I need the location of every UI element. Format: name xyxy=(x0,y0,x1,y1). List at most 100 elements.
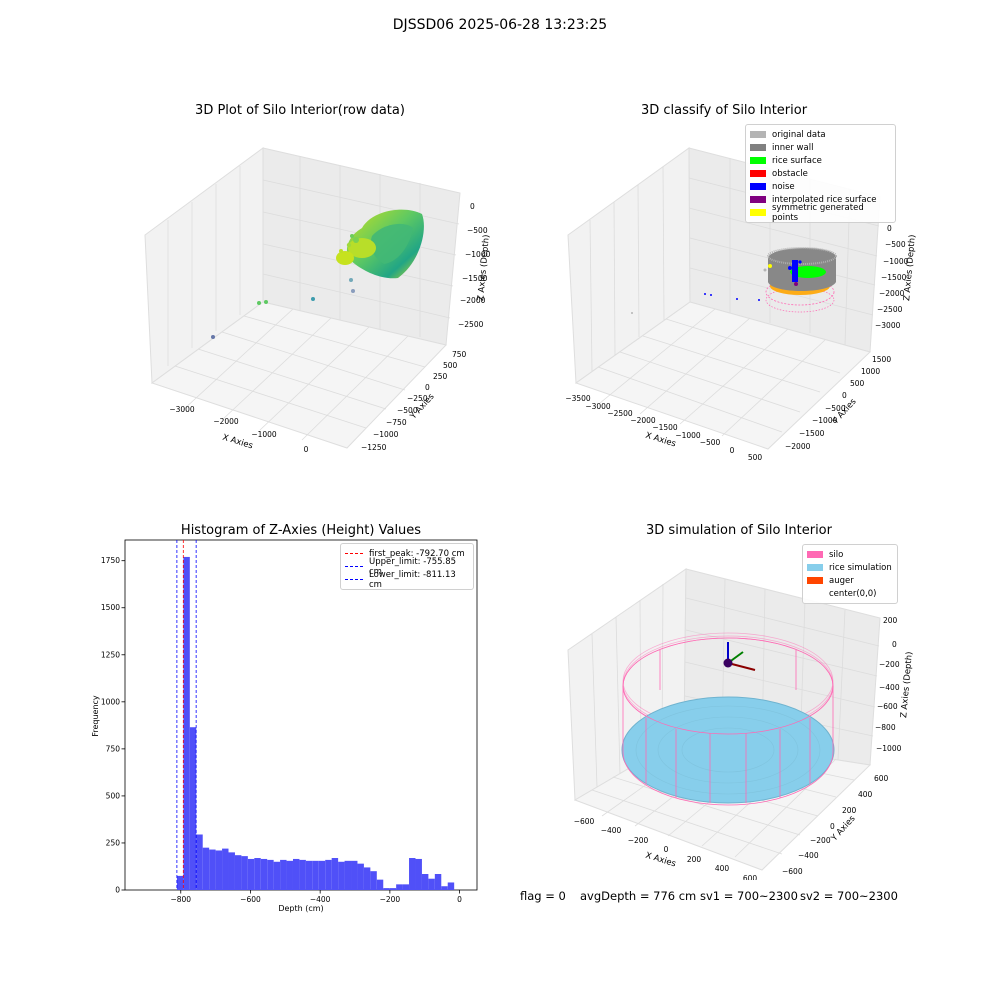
histogram-bar xyxy=(273,861,281,890)
legend-swatch xyxy=(750,144,766,151)
panel2-y-tick: 1500 xyxy=(872,355,891,364)
panel4-x-label: X Axies xyxy=(644,851,677,870)
panel4-title: 3D simulation of Silo Interior xyxy=(646,523,832,538)
histogram-bar xyxy=(357,863,364,890)
histogram-bar xyxy=(441,886,448,890)
legend-item-inner-wall: inner wall xyxy=(750,141,891,154)
panel2-z-tick: 0 xyxy=(887,224,892,233)
legend-swatch xyxy=(750,131,766,138)
panel1-z-tick: −2000 xyxy=(460,296,486,305)
panel4-z-tick: −600 xyxy=(877,702,898,711)
legend-swatch xyxy=(807,590,823,597)
histogram-bar xyxy=(409,858,416,890)
panel1-z-tick: 0 xyxy=(470,202,475,211)
panel2-x-tick: −2500 xyxy=(607,409,633,418)
histogram-bar xyxy=(344,860,352,890)
legend-label: original data xyxy=(772,129,826,140)
histogram-bar xyxy=(389,888,397,890)
panel1-x-label: X Axies xyxy=(221,433,254,452)
y-tick-label: 1250 xyxy=(101,650,120,659)
legend-line xyxy=(345,579,363,580)
panel2-y-tick: −500 xyxy=(825,404,846,413)
panel1-gridlines xyxy=(167,156,460,441)
legend-swatch xyxy=(750,196,766,203)
y-tick-label: 1000 xyxy=(101,697,120,706)
panel2-x-label: X Axies xyxy=(644,431,677,450)
panel1-z-tick: −500 xyxy=(467,226,488,235)
legend-label: Upper_limit: -755.85 cm xyxy=(369,556,457,577)
panel2-y-tick: −1500 xyxy=(799,429,825,438)
panel2-x-tick: −1500 xyxy=(652,423,678,432)
histogram-bar xyxy=(351,860,358,890)
status-flag: flag = 0 xyxy=(520,889,566,903)
panel1-title: 3D Plot of Silo Interior(row data) xyxy=(195,103,405,118)
histogram-bar xyxy=(222,848,229,890)
histogram-y-label: Frequency xyxy=(91,695,100,737)
legend-swatch xyxy=(807,577,823,584)
histogram-bar xyxy=(260,858,268,890)
y-tick-label: 1500 xyxy=(101,603,120,612)
panel1-y-tick: −1250 xyxy=(361,443,387,452)
histogram-bar xyxy=(292,858,300,890)
panel4-x-tick: 600 xyxy=(743,874,758,880)
panel4-x-tick: 0 xyxy=(664,845,669,854)
legend-swatch xyxy=(807,564,823,571)
panel4-z-tick: 200 xyxy=(883,616,898,625)
histogram-bar xyxy=(254,858,261,890)
histogram-bar xyxy=(209,849,216,890)
panel1-z-tick: −1000 xyxy=(465,250,491,259)
histogram-bar xyxy=(338,861,345,890)
panel1-y-tick: −750 xyxy=(386,418,407,427)
panel2-x-tick: −1000 xyxy=(675,431,701,440)
panel4-z-label: Z Axies (Depth) xyxy=(899,651,915,718)
histogram-bar xyxy=(318,860,326,890)
legend-item-center: center(0,0) xyxy=(807,587,893,600)
panel1-x-tick: −2000 xyxy=(213,417,239,426)
legend-label: obstacle xyxy=(772,168,808,179)
histogram-bar xyxy=(267,859,274,890)
histogram-bar xyxy=(434,874,442,890)
histogram-bar xyxy=(241,856,248,890)
panel1-pane-floor xyxy=(150,301,447,449)
panel4-y-tick: 0 xyxy=(830,822,835,831)
panel2-z-tick: −1000 xyxy=(883,257,909,266)
panel2-classified-cloud xyxy=(763,247,837,313)
panel2-z-tick: −3000 xyxy=(875,321,901,330)
panel2-gridlines xyxy=(589,158,880,437)
panel4-y-tick: 200 xyxy=(842,806,857,815)
legend-swatch xyxy=(807,551,823,558)
panel1-point-cloud xyxy=(336,209,424,279)
panel2-x-tick: 0 xyxy=(730,446,735,455)
legend-line xyxy=(345,553,363,554)
histogram-bar xyxy=(421,874,429,890)
histogram-bar xyxy=(189,727,197,890)
histogram-bar xyxy=(183,556,190,890)
panel4-z-tick: −200 xyxy=(879,660,900,669)
histogram-bar xyxy=(299,859,306,890)
panel2-z-tick: −1500 xyxy=(881,273,907,282)
histogram-bar xyxy=(215,850,223,890)
histogram-x-label: Depth (cm) xyxy=(278,904,323,913)
legend-swatch xyxy=(750,157,766,164)
panel4-y-tick: 600 xyxy=(874,774,889,783)
histogram-y-ticks: 0 250 500 750 1000 1250 1500 1750 xyxy=(101,556,125,895)
histogram-bar xyxy=(376,879,384,890)
histogram-bar xyxy=(202,847,210,890)
panel2-y-tick: −2000 xyxy=(785,442,811,451)
histogram-bar xyxy=(234,855,242,890)
panel4-z-tick: −800 xyxy=(875,723,896,732)
histogram-bar xyxy=(402,884,410,890)
legend-line xyxy=(345,566,363,567)
legend-item-first-peak: first_peak: -792.70 cm xyxy=(345,547,469,560)
histogram-plot-area xyxy=(124,539,478,891)
legend-item-silo: silo xyxy=(807,548,893,561)
legend-label: auger xyxy=(829,575,854,586)
panel1-y-tick: −500 xyxy=(397,406,418,415)
y-tick-label: 500 xyxy=(106,791,121,800)
y-tick-label: 1750 xyxy=(101,556,120,565)
panel2-x-tick: −2000 xyxy=(630,416,656,425)
legend-item-upper-limit: Upper_limit: -755.85 cm xyxy=(345,557,469,577)
panel1-y-tick: 500 xyxy=(443,361,458,370)
panel4-x-tick: 200 xyxy=(687,855,702,864)
panel4-x-tick: −400 xyxy=(601,826,622,835)
